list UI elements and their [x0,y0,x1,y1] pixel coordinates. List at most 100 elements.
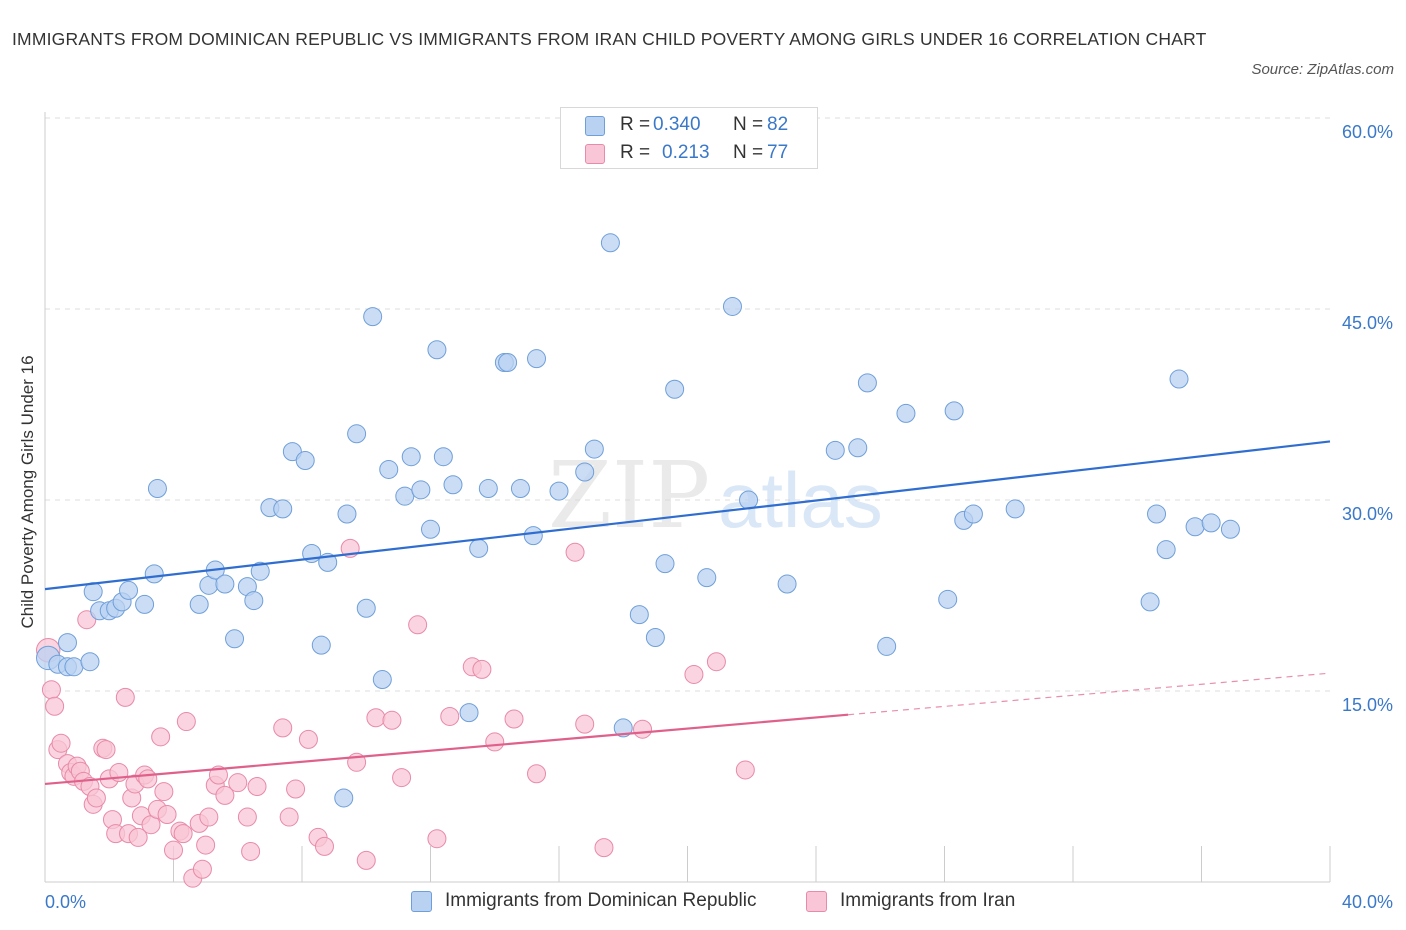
point-dominican [295,451,315,471]
point-dominican [57,633,77,653]
bottom-legend-label-iran: Immigrants from Iran [840,890,1016,911]
bottom-legend-label-dominican: Immigrants from Dominican Republic [445,890,757,911]
point-iran [633,719,653,739]
point-dominican [655,554,675,574]
point-dominican [697,568,717,588]
point-dominican [777,574,797,594]
point-dominican [1169,369,1189,389]
point-iran [427,829,447,849]
point-dominican [498,352,518,372]
point-dominican [478,479,498,499]
point-dominican [600,233,620,253]
point-iran [196,835,216,855]
point-dominican [147,479,167,499]
point-dominican [510,479,530,499]
point-dominican [469,538,489,558]
point-dominican [189,594,209,614]
point-dominican [372,670,392,690]
point-dominican [665,379,685,399]
point-iran [199,807,219,827]
point-iran [440,706,460,726]
point-dominican [144,564,164,584]
point-dominican [1185,517,1205,537]
point-dominican [337,504,357,524]
point-dominican [645,628,665,648]
point-iran [176,712,196,732]
point-iran [735,760,755,780]
watermark-zip: ZIP [548,442,710,549]
point-iran [273,718,293,738]
legend-r-value: 0.340 [653,114,701,135]
bottom-legend-swatch-iran [806,891,827,912]
bottom-legend-swatch-dominican [411,891,432,912]
series-dominican-points [36,233,1240,808]
point-dominican [64,657,84,677]
point-iran [208,765,228,785]
series-iran-points [36,538,755,888]
point-dominican [363,307,383,327]
y-tick-label: 60.0% [1342,122,1393,142]
point-dominican [215,574,235,594]
point-iran [96,740,116,760]
tick-labels: 15.0% 30.0% 45.0% 60.0% 0.0% 40.0% [45,122,1393,912]
point-dominican [1220,519,1240,539]
point-dominican [739,490,759,510]
point-dominican [427,340,447,360]
point-dominican [549,481,569,501]
point-dominican [1140,592,1160,612]
point-iran [565,542,585,562]
point-iran [164,840,183,860]
point-iran [408,615,428,635]
trend-line-iran-extension [848,672,1331,716]
point-dominican [1156,540,1176,560]
point-dominican [347,424,367,444]
legend-n-value: 82 [767,114,789,135]
point-dominican [421,519,440,539]
point-dominican [1201,513,1221,533]
point-iran [138,769,158,789]
point-dominican [938,589,958,609]
point-dominican [433,447,453,467]
point-iran [247,777,267,796]
point-dominican [896,403,916,423]
chart-title: IMMIGRANTS FROM DOMINICAN REPUBLIC VS IM… [12,29,1207,49]
point-dominican [613,718,633,738]
y-tick-label: 45.0% [1342,313,1393,333]
point-dominican [379,459,399,479]
point-dominican [443,475,463,495]
point-iran [157,805,177,825]
point-dominican [877,636,897,656]
point-dominican [527,349,547,369]
point-dominican [825,440,845,460]
point-iran [504,709,524,729]
point-dominican [722,296,742,316]
point-dominican [523,526,543,546]
point-iran [472,659,492,679]
point-dominican [459,703,479,723]
point-iran [86,788,106,808]
point-dominican [848,438,868,458]
point-iran [237,807,257,827]
stats-legend: R = 0.340 N = 82 R = 0.213 N = 77 [560,107,818,169]
gridlines [45,117,1330,692]
y-tick-label: 15.0% [1342,695,1393,715]
legend-n-value: 77 [767,142,789,163]
point-iran [594,838,614,858]
point-iran [286,779,306,799]
legend-n-label: N = [733,142,764,163]
point-dominican [857,373,877,393]
point-dominican [963,504,983,524]
point-iran [382,710,402,730]
point-iran [392,768,412,788]
source-label: Source: ZipAtlas.com [1251,61,1394,78]
point-iran [173,824,193,844]
watermark: ZIP atlas [548,442,883,549]
y-tick-label: 30.0% [1342,504,1393,524]
point-iran [485,732,505,752]
point-dominican [80,652,100,672]
legend-r-value: 0.213 [662,142,710,163]
point-dominican [584,439,604,459]
point-iran [41,680,61,700]
point-iran [279,807,299,827]
point-iran [314,836,334,856]
